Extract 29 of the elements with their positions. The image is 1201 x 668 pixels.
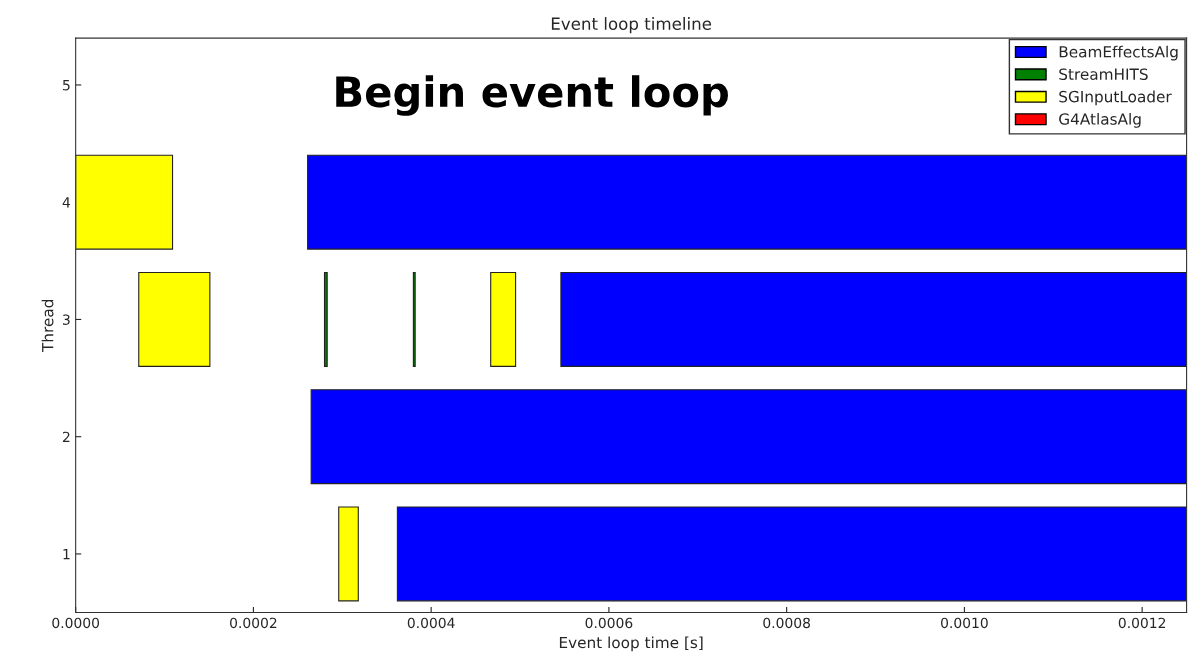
x-tick-label: 0.0004: [407, 617, 455, 629]
chart-title: Event loop timeline: [551, 17, 712, 34]
y-tick-label: 4: [62, 197, 71, 208]
y-tick-label: 1: [63, 549, 70, 560]
legend-label: BeamEffectsAlg: [1059, 45, 1178, 61]
bar: [338, 506, 359, 602]
y-tick-label: 3: [63, 314, 70, 325]
y-tick-label: 5: [63, 80, 70, 91]
legend-label: SGInputLoader: [1059, 90, 1172, 106]
annotation: Begin event loop: [336, 75, 728, 116]
bar: [323, 272, 328, 367]
x-tick-label: 0.0006: [585, 617, 633, 629]
bar: [560, 272, 1187, 367]
x-tick-label: 0.0008: [763, 617, 810, 629]
x-tick-label: 0.0000: [52, 617, 100, 629]
legend-label: G4AtlasAlg: [1059, 112, 1141, 128]
bar: [75, 154, 174, 250]
bar: [310, 389, 1187, 485]
y-tick-label: 2: [62, 431, 70, 442]
y-axis-title: Thread: [41, 300, 54, 353]
legend-label: StreamHITS: [1059, 68, 1148, 80]
x-tick-label: 0.0010: [941, 617, 988, 629]
x-tick-label: 0.0002: [230, 617, 277, 629]
bar: [396, 506, 1187, 602]
x-tick-label: 0.0012: [1118, 617, 1166, 629]
bar: [490, 272, 517, 367]
bar: [307, 154, 1187, 250]
x-axis-title: Event loop time [s]: [559, 636, 703, 652]
bar: [138, 272, 211, 367]
